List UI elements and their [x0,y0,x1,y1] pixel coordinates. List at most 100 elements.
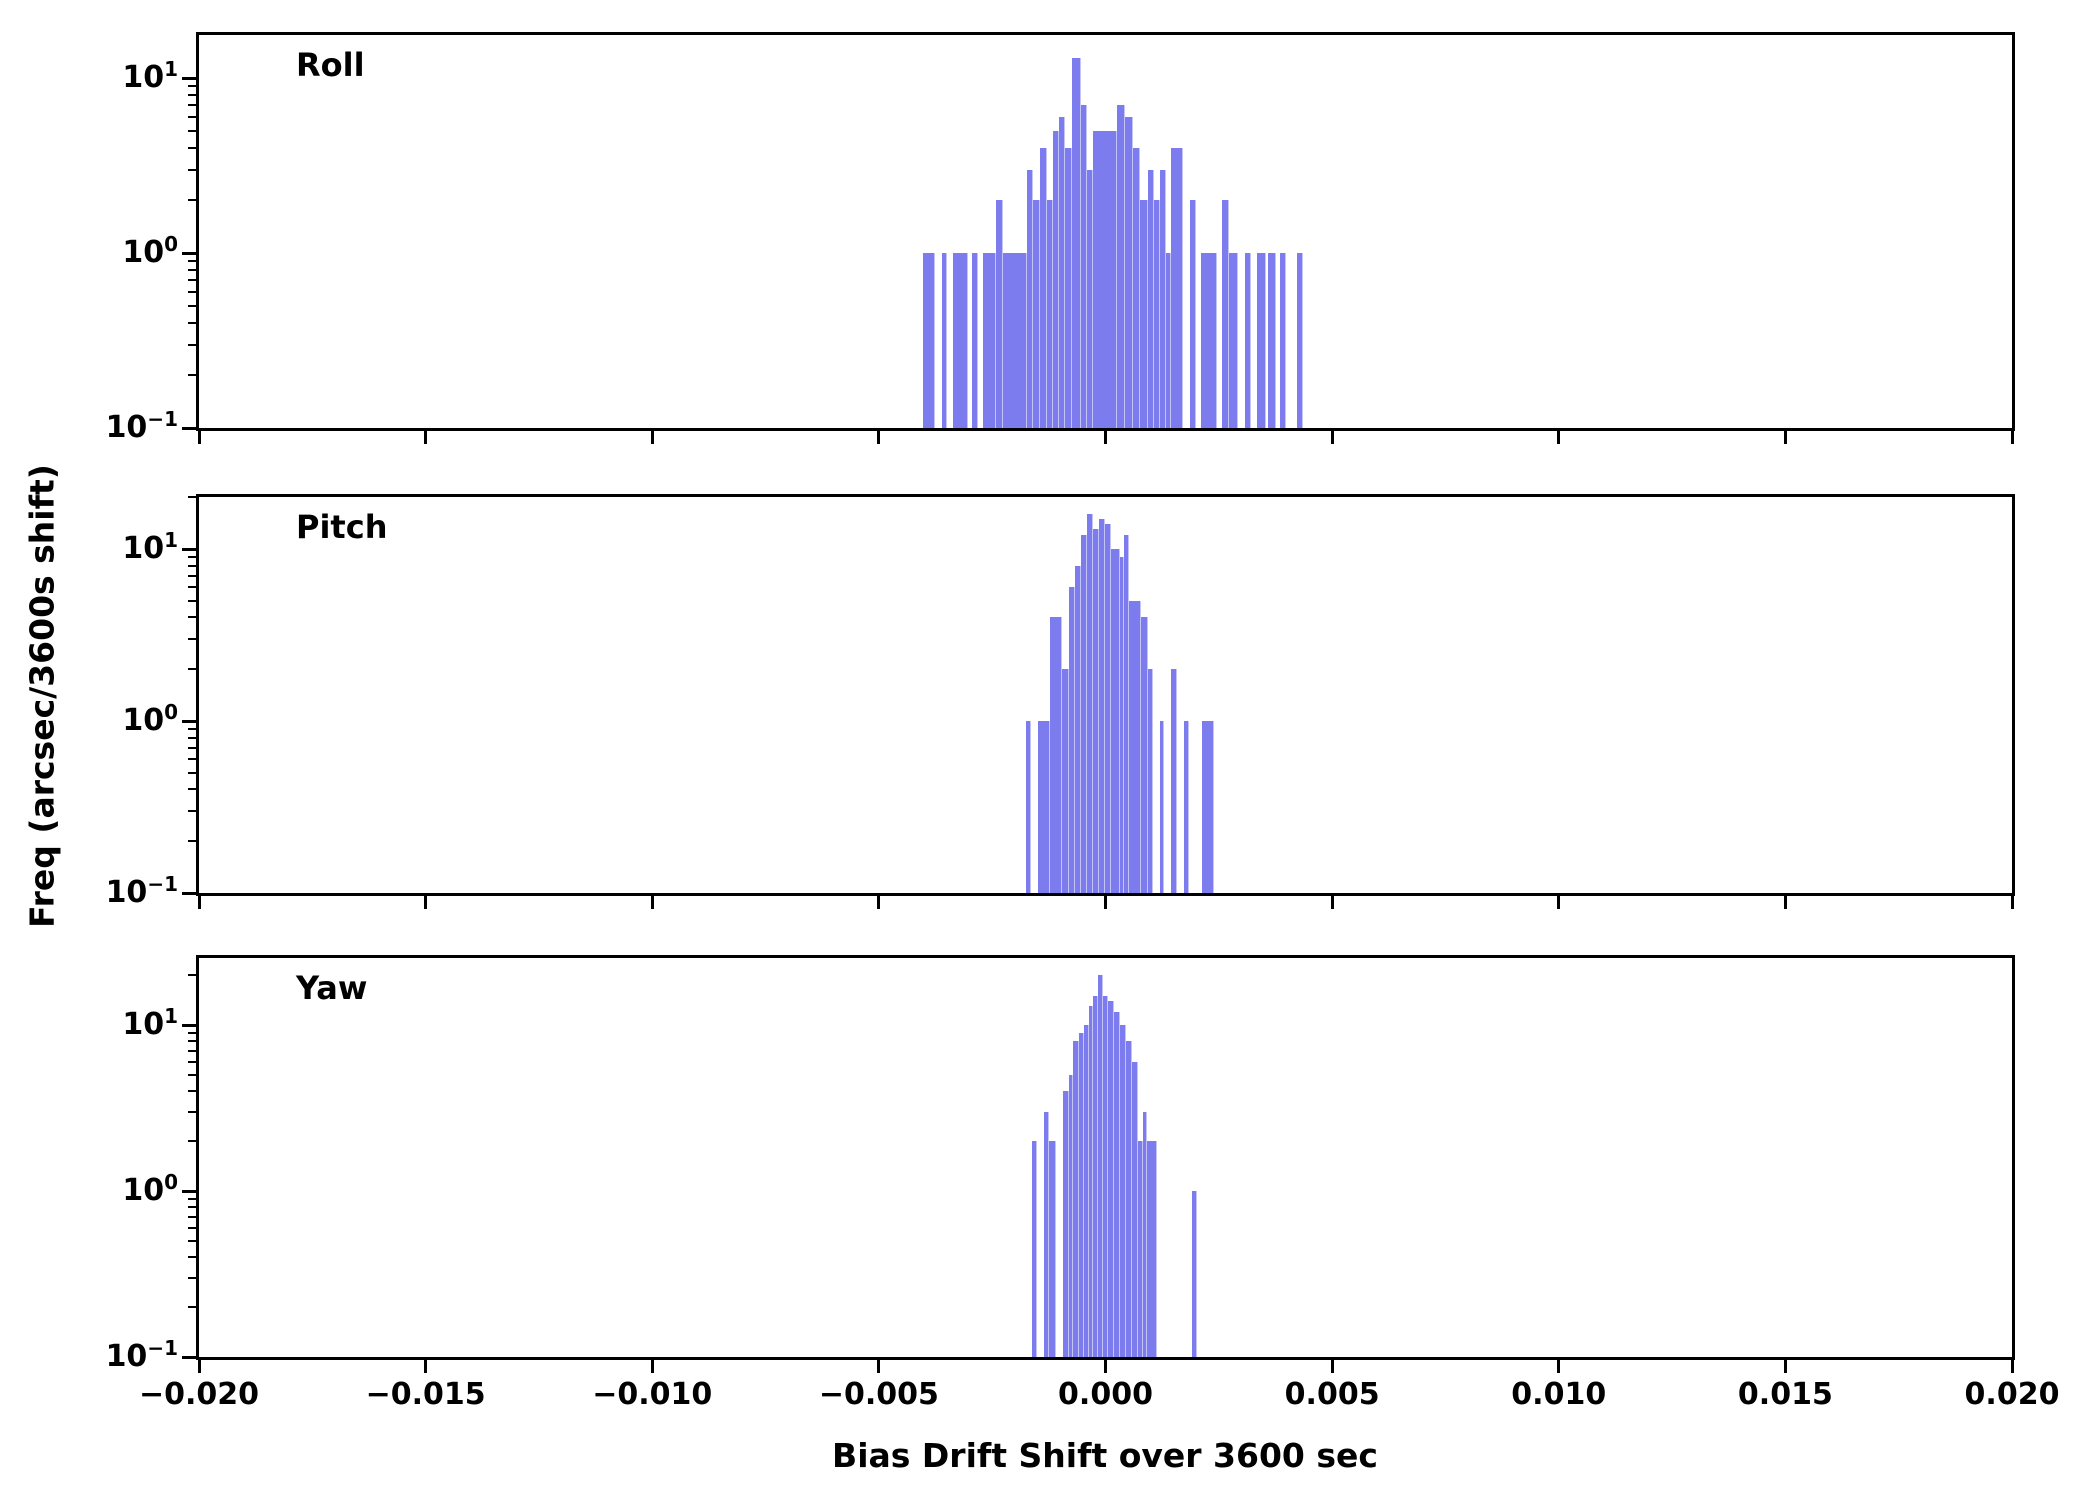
x-tick-label: −0.015 [365,1377,486,1412]
y-minor-tick-mark [188,1140,196,1143]
histogram-bar [1038,721,1051,893]
y-axis-label: Freq (arcsec/3600s shift) [22,464,62,928]
x-tick-mark [877,896,881,909]
histogram-bar [1080,535,1087,893]
histogram-bar [1069,1074,1074,1357]
histogram-bar [1133,147,1140,428]
histogram-bar [1032,1141,1037,1357]
y-minor-tick-mark [188,146,196,149]
y-minor-tick-mark [188,85,196,87]
histogram-bar [1296,253,1303,428]
histogram-bar [1074,565,1081,893]
y-minor-tick-mark [188,809,196,812]
y-tick-mark [182,76,196,80]
x-tick-label: −0.010 [592,1377,713,1412]
x-tick-mark [2010,896,2014,909]
histogram-bar [1123,535,1129,893]
y-tick-label: 10−1 [105,409,178,445]
x-tick-mark [650,896,654,909]
y-tick-mark [182,1189,196,1193]
y-minor-tick-mark [188,321,196,324]
y-minor-tick-mark [188,668,196,671]
x-tick-label: −0.005 [818,1377,939,1412]
x-tick-mark [1783,896,1787,909]
x-tick-mark [197,431,201,444]
y-minor-tick-mark [188,1040,196,1043]
y-tick-base: 10 [105,410,148,445]
histogram-bar [1105,523,1111,893]
y-minor-tick-mark [188,758,196,761]
histogram-bar [1184,721,1189,893]
y-tick-label: 100 [122,702,178,736]
y-minor-tick-mark [188,279,196,282]
histogram-bar [1221,200,1229,428]
y-minor-tick-mark [188,1239,196,1242]
y-tick-exponent: 1 [164,528,178,552]
y-minor-tick-mark [188,496,196,499]
y-minor-tick-mark [188,1256,196,1259]
histogram-panel-yaw: Yaw [196,955,2015,1360]
histogram-bar [1159,169,1166,428]
histogram-bar [1110,549,1120,893]
histogram-bar [1053,130,1059,428]
x-tick-mark [877,431,881,444]
y-tick-exponent: −1 [147,1336,178,1360]
y-tick-label: 10−1 [106,874,178,908]
y-minor-tick-mark [188,304,196,307]
y-minor-tick-mark [188,268,196,271]
histogram-bar [1147,1141,1157,1357]
histogram-panel-roll: Roll [196,32,2015,431]
histogram-bar [1026,169,1034,428]
x-tick-label: 0.000 [1058,1377,1153,1412]
y-minor-tick-mark [188,616,196,619]
y-minor-tick-mark [188,260,196,262]
histogram-bar [1040,147,1047,428]
histogram-bar [982,253,996,428]
x-tick-label: 0.015 [1737,1377,1833,1412]
x-tick-label: 0.010 [1511,1377,1607,1412]
y-tick-label: 101 [122,59,178,93]
y-tick-mark [182,251,196,255]
y-minor-tick-mark [188,574,196,577]
histogram-bar [1087,513,1093,893]
histogram-bar [1093,995,1098,1357]
histogram-bar [941,253,947,428]
y-minor-tick-mark [188,1206,196,1209]
histogram-bar [1128,600,1141,893]
y-tick-base: 10 [105,1339,148,1374]
x-tick-mark [2010,431,2014,444]
histogram-bar [1102,995,1109,1357]
x-tick-mark [1557,896,1561,909]
histogram-bar [1061,669,1069,893]
histogram-bar [1086,169,1094,428]
histogram-bar [1159,721,1164,893]
histogram-bar [1064,147,1073,428]
y-tick-mark [182,1023,196,1027]
histogram-bar [923,253,936,428]
histogram-bar [1049,1141,1056,1357]
histogram-bar [1080,105,1087,428]
histogram-bar [1148,669,1153,893]
x-tick-mark [1783,1360,1787,1373]
x-tick-mark [2010,1360,2014,1373]
y-tick-label: 101 [122,530,178,564]
y-minor-tick-mark [188,788,196,791]
y-minor-tick-mark [188,599,196,602]
histogram-bar [1256,253,1266,428]
histogram-bar [1125,1041,1132,1357]
y-tick-label: 101 [122,1006,178,1040]
x-tick-mark [1557,431,1561,444]
y-minor-tick-mark [188,1031,196,1034]
y-minor-tick-mark [188,93,196,96]
y-minor-tick-mark [188,736,196,739]
x-tick-mark [1330,1360,1334,1373]
panel-title: Roll [296,46,365,84]
histogram-bar [1170,669,1177,893]
y-tick-mark [182,719,196,723]
x-tick-label: 0.005 [1284,1377,1380,1412]
y-tick-exponent: 1 [164,1004,178,1028]
x-axis-label: Bias Drift Shift over 3600 sec [832,1436,1378,1475]
histogram-bar [1072,58,1081,428]
histogram-bar [1124,116,1133,428]
y-minor-tick-mark [188,1090,196,1093]
